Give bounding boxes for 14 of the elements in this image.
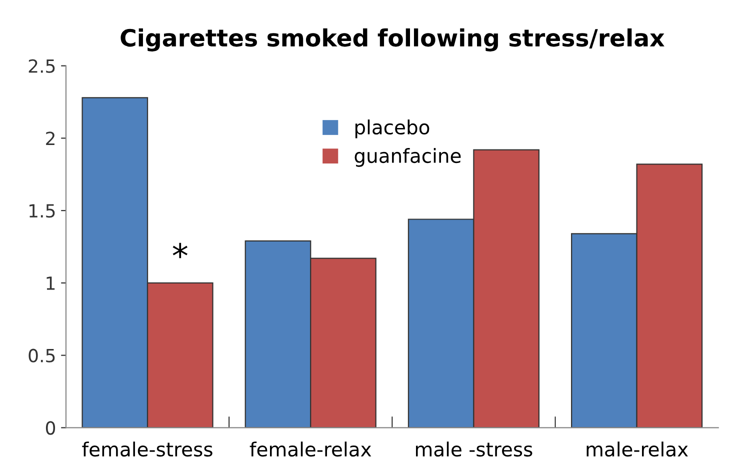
legend-label: guanfacine [354,148,461,167]
y-tick-label: 2 [46,132,54,146]
legend-label: placebo [355,119,430,138]
y-tick-label: 0.5 [28,348,55,362]
x-tick-label: male -stress [416,442,532,457]
x-tick-label: male-relax [586,442,688,457]
y-tick-label: 2.5 [28,59,55,73]
x-tick-label: female-stress [82,442,212,457]
x-tick-label: female-relax [250,442,372,457]
y-tick-label: 0 [46,421,56,435]
annotation: * [172,242,188,258]
y-tick-label: 1.5 [30,204,55,218]
y-tick-label: 1 [46,276,55,290]
chart-title: Cigarettes smoked following stress/relax [120,28,664,52]
